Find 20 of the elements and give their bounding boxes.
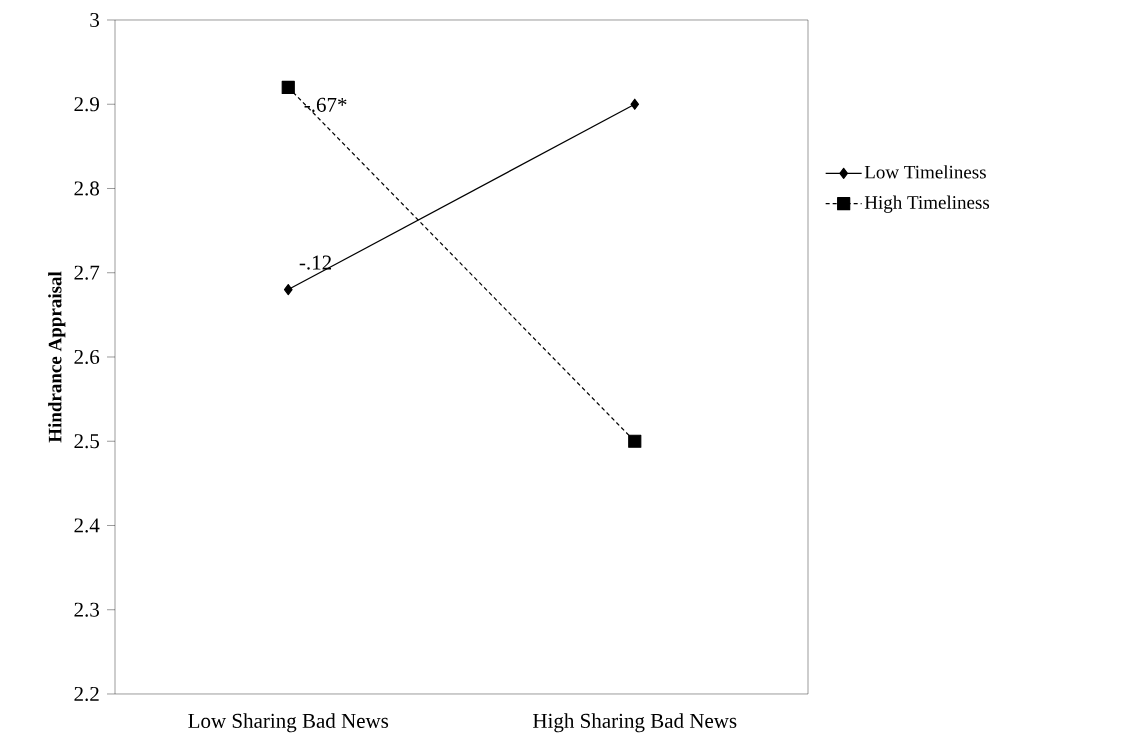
x-tick-label: High Sharing Bad News xyxy=(533,713,737,733)
annotation: -.67* xyxy=(304,97,347,113)
point xyxy=(628,434,642,448)
y-tick-label: 2.5 xyxy=(74,434,99,449)
point xyxy=(283,283,293,296)
x-tick-label: Low Sharing Bad News xyxy=(188,713,389,733)
y-tick-label: 2.4 xyxy=(74,518,100,533)
y-tick-label: 2.8 xyxy=(74,181,100,196)
y-tick-label: 2.7 xyxy=(74,265,100,280)
point xyxy=(281,80,295,94)
y-tick-label: 2.3 xyxy=(74,602,99,617)
y-tick-label: 2.2 xyxy=(74,686,99,702)
y-tick-label: 2.9 xyxy=(74,97,99,112)
y-tick-label: 3 xyxy=(90,12,99,28)
annotation: -.12 xyxy=(299,255,332,270)
legend-label: Low Timeliness xyxy=(864,165,986,179)
point xyxy=(630,98,640,110)
y-tick-label: 2.6 xyxy=(74,349,100,365)
legend-label: High Timeliness xyxy=(864,195,990,213)
y-axis-title: Hindrance Appraisal xyxy=(48,271,66,443)
